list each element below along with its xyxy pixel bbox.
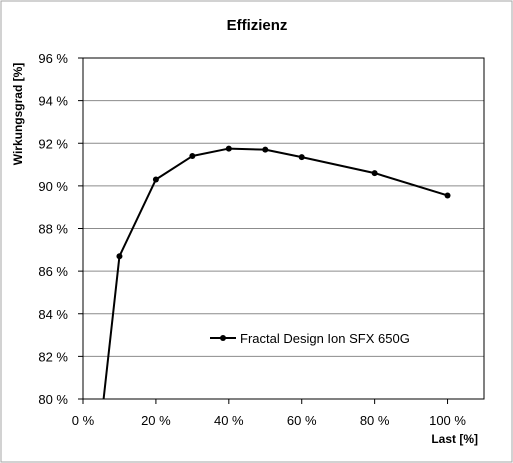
y-tick-label: 88 %: [38, 222, 68, 237]
data-point: [116, 253, 123, 260]
x-tick-label: 20 %: [141, 413, 171, 428]
y-axis-ticks: 80 % 82 % 84 % 86 % 88 % 90 % 92 % 94 % 96 %: [38, 51, 83, 407]
x-tick-label: 0 %: [72, 413, 95, 428]
x-tick-label: 60 %: [287, 413, 317, 428]
y-tick-label: 92 %: [38, 136, 68, 151]
legend: Fractal Design Ion SFX 650G: [210, 331, 410, 346]
y-tick-label: 96 %: [38, 51, 68, 66]
x-tick-label: 100 %: [429, 413, 466, 428]
y-tick-label: 84 %: [38, 307, 68, 322]
chart-title: Effizienz: [227, 17, 288, 34]
y-axis-label: Wirkungsgrad [%]: [11, 63, 25, 166]
x-tick-label: 80 %: [360, 413, 390, 428]
data-point: [225, 145, 232, 152]
x-tick-label: 40 %: [214, 413, 244, 428]
x-axis-ticks: 0 % 20 % 40 % 60 % 80 % 100 %: [72, 399, 466, 428]
y-tick-label: 80 %: [38, 392, 68, 407]
data-point: [298, 154, 305, 161]
data-point: [444, 192, 451, 199]
y-tick-label: 82 %: [38, 349, 68, 364]
y-tick-label: 94 %: [38, 94, 68, 109]
x-axis-label: Last [%]: [431, 432, 478, 446]
data-point: [262, 146, 269, 153]
data-series: [102, 145, 451, 399]
data-point: [371, 170, 378, 177]
legend-label: Fractal Design Ion SFX 650G: [240, 331, 410, 346]
y-tick-label: 86 %: [38, 264, 68, 279]
legend-marker: [220, 335, 226, 341]
gridlines: [83, 100, 484, 357]
y-tick-label: 90 %: [38, 179, 68, 194]
data-point: [152, 176, 159, 183]
data-point: [189, 153, 196, 160]
